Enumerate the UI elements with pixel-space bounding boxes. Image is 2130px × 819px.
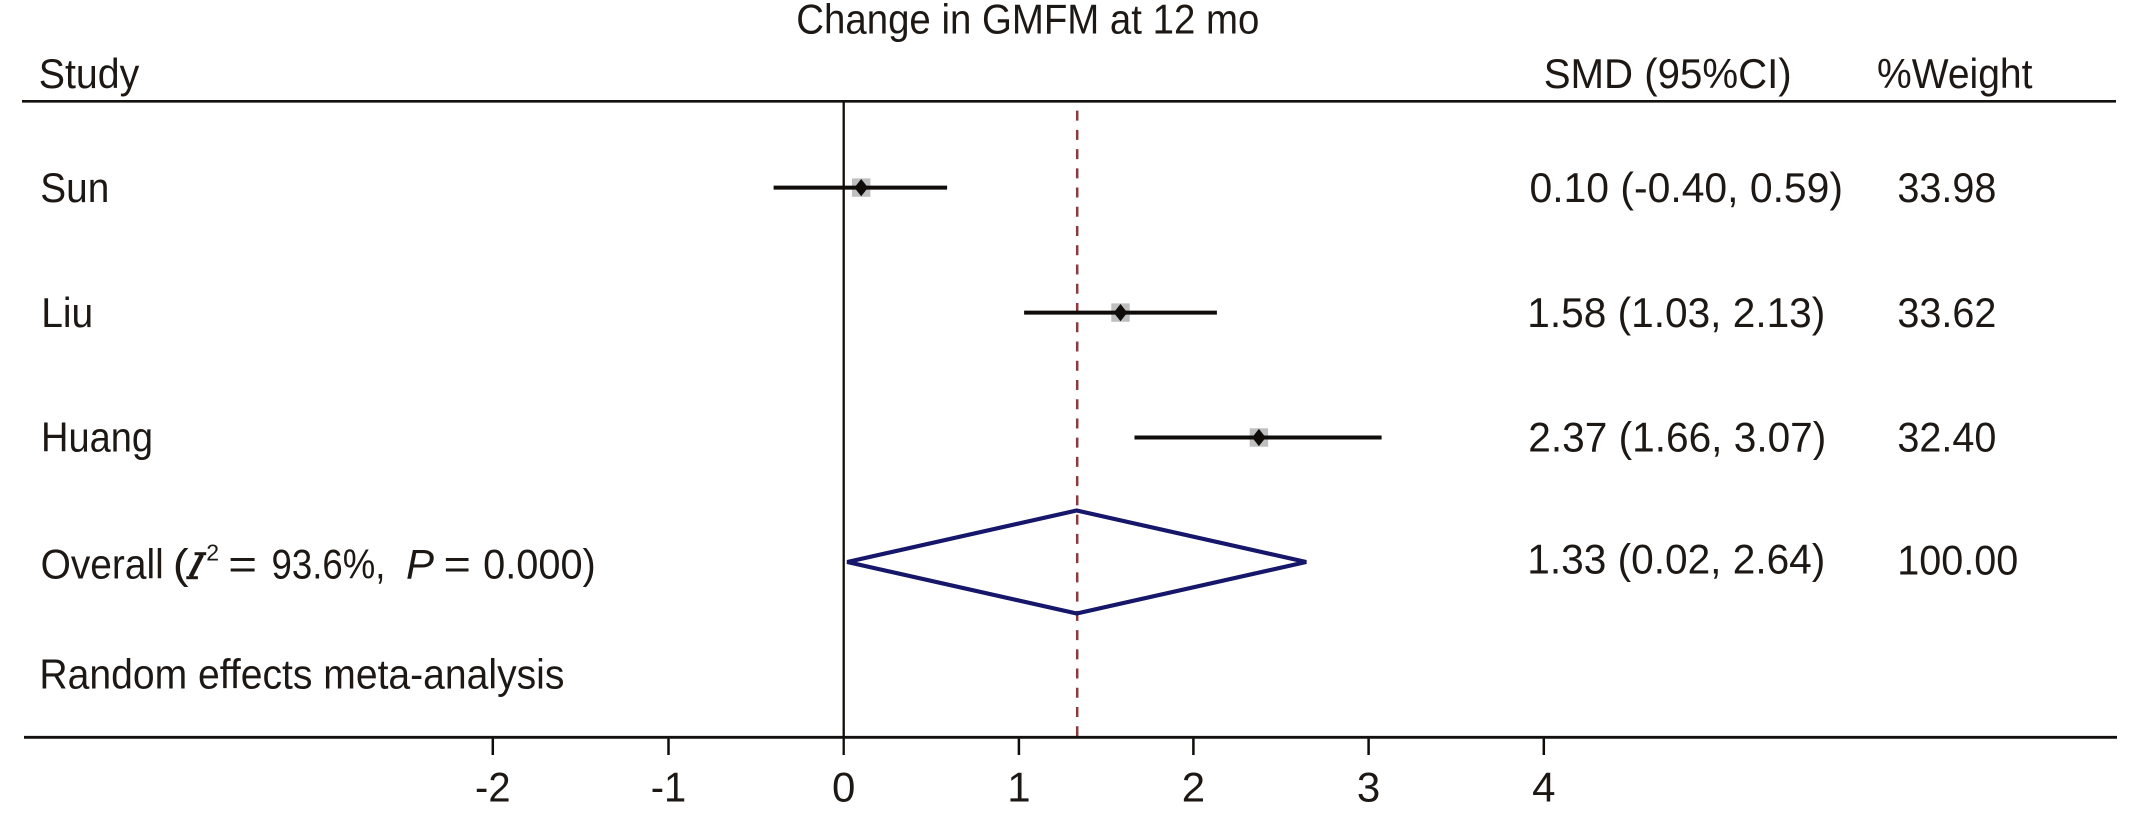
svg-text:SMD (95%CI): SMD (95%CI)	[1544, 50, 1792, 97]
svg-text:Overall: Overall	[41, 541, 164, 588]
svg-text:=: =	[228, 541, 257, 588]
svg-text:%Weight: %Weight	[1877, 50, 2033, 97]
svg-text:33.98: 33.98	[1897, 164, 1996, 211]
svg-text:3: 3	[1357, 763, 1380, 810]
svg-text:1.33 (0.02, 2.64): 1.33 (0.02, 2.64)	[1527, 536, 1825, 583]
svg-text:0: 0	[832, 763, 855, 810]
svg-text:Liu: Liu	[41, 289, 93, 336]
svg-text:Sun: Sun	[40, 164, 109, 211]
svg-text:2.37 (1.66, 3.07): 2.37 (1.66, 3.07)	[1528, 414, 1826, 461]
svg-text:-2: -2	[475, 763, 511, 810]
svg-text:33.62: 33.62	[1897, 289, 1996, 336]
svg-text:Study: Study	[39, 50, 140, 97]
svg-text:2: 2	[206, 539, 219, 565]
svg-text:P: P	[406, 541, 434, 588]
svg-text:4: 4	[1532, 763, 1555, 810]
svg-text:Change in GMFM at 12 mo: Change in GMFM at 12 mo	[796, 0, 1259, 42]
svg-text:0.10 (-0.40, 0.59): 0.10 (-0.40, 0.59)	[1530, 164, 1844, 211]
svg-text:Random effects meta-analysis: Random effects meta-analysis	[39, 651, 564, 698]
svg-text:32.40: 32.40	[1897, 414, 1996, 461]
svg-text:0.000): 0.000)	[483, 541, 596, 588]
svg-text:-1: -1	[651, 763, 687, 810]
svg-text:100.00: 100.00	[1897, 537, 2018, 584]
svg-text:Huang: Huang	[41, 414, 153, 461]
svg-text:(: (	[173, 541, 189, 588]
svg-text:=: =	[444, 541, 471, 588]
svg-text:93.6%,: 93.6%,	[272, 541, 386, 588]
svg-text:1: 1	[1007, 763, 1030, 810]
svg-text:1.58 (1.03, 2.13): 1.58 (1.03, 2.13)	[1527, 289, 1825, 336]
svg-text:2: 2	[1182, 763, 1205, 810]
